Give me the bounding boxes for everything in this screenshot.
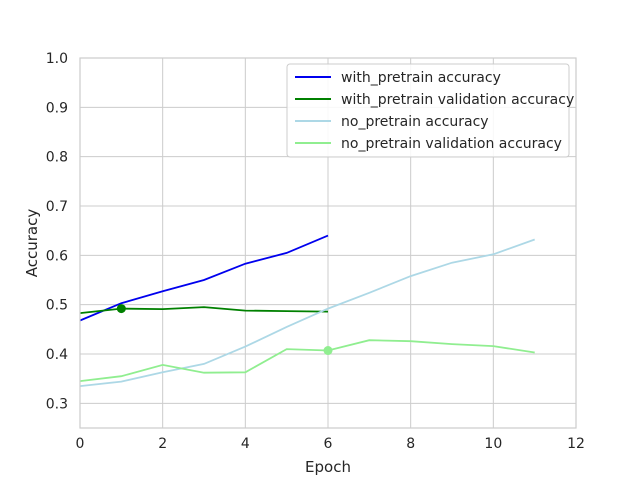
y-tick-label: 0.9 [46, 100, 68, 116]
y-tick-label: 0.8 [46, 150, 68, 166]
x-tick-label: 12 [567, 436, 585, 452]
y-tick-label: 0.4 [46, 347, 68, 363]
y-tick-label: 0.7 [46, 199, 68, 215]
series-marker-1 [116, 304, 126, 314]
x-tick-label: 4 [241, 436, 250, 452]
legend-entry-3: no_pretrain validation accuracy [341, 136, 562, 152]
y-tick-label: 1.0 [46, 51, 68, 67]
y-tick-label: 0.3 [46, 396, 68, 412]
legend-entry-1: with_pretrain validation accuracy [341, 92, 574, 108]
y-tick-labels: 0.3 0.4 0.5 0.6 0.7 0.8 0.9 1.0 [46, 51, 68, 412]
series-group [79, 234, 536, 387]
x-tick-label: 8 [406, 436, 415, 452]
x-tick-labels: 0 2 4 6 8 10 12 [76, 436, 585, 452]
x-tick-label: 10 [484, 436, 502, 452]
y-tick-label: 0.5 [46, 298, 68, 314]
x-tick-label: 2 [158, 436, 167, 452]
legend-box [286, 63, 570, 158]
series-line-3 [79, 339, 535, 382]
series-line-0 [79, 234, 329, 322]
legend: with_pretrain accuracy with_pretrain vali… [286, 63, 574, 158]
x-tick-label: 6 [324, 436, 333, 452]
x-axis-label: Epoch [305, 458, 351, 476]
x-tick-label: 0 [76, 436, 85, 452]
y-tick-label: 0.6 [46, 248, 68, 264]
series-marker-3 [323, 346, 333, 356]
legend-entry-2: no_pretrain accuracy [341, 114, 489, 130]
plot-frame [79, 57, 577, 429]
series-line-2 [79, 238, 536, 387]
y-axis-label: Accuracy [23, 209, 41, 278]
legend-entry-0: with_pretrain accuracy [341, 70, 501, 86]
